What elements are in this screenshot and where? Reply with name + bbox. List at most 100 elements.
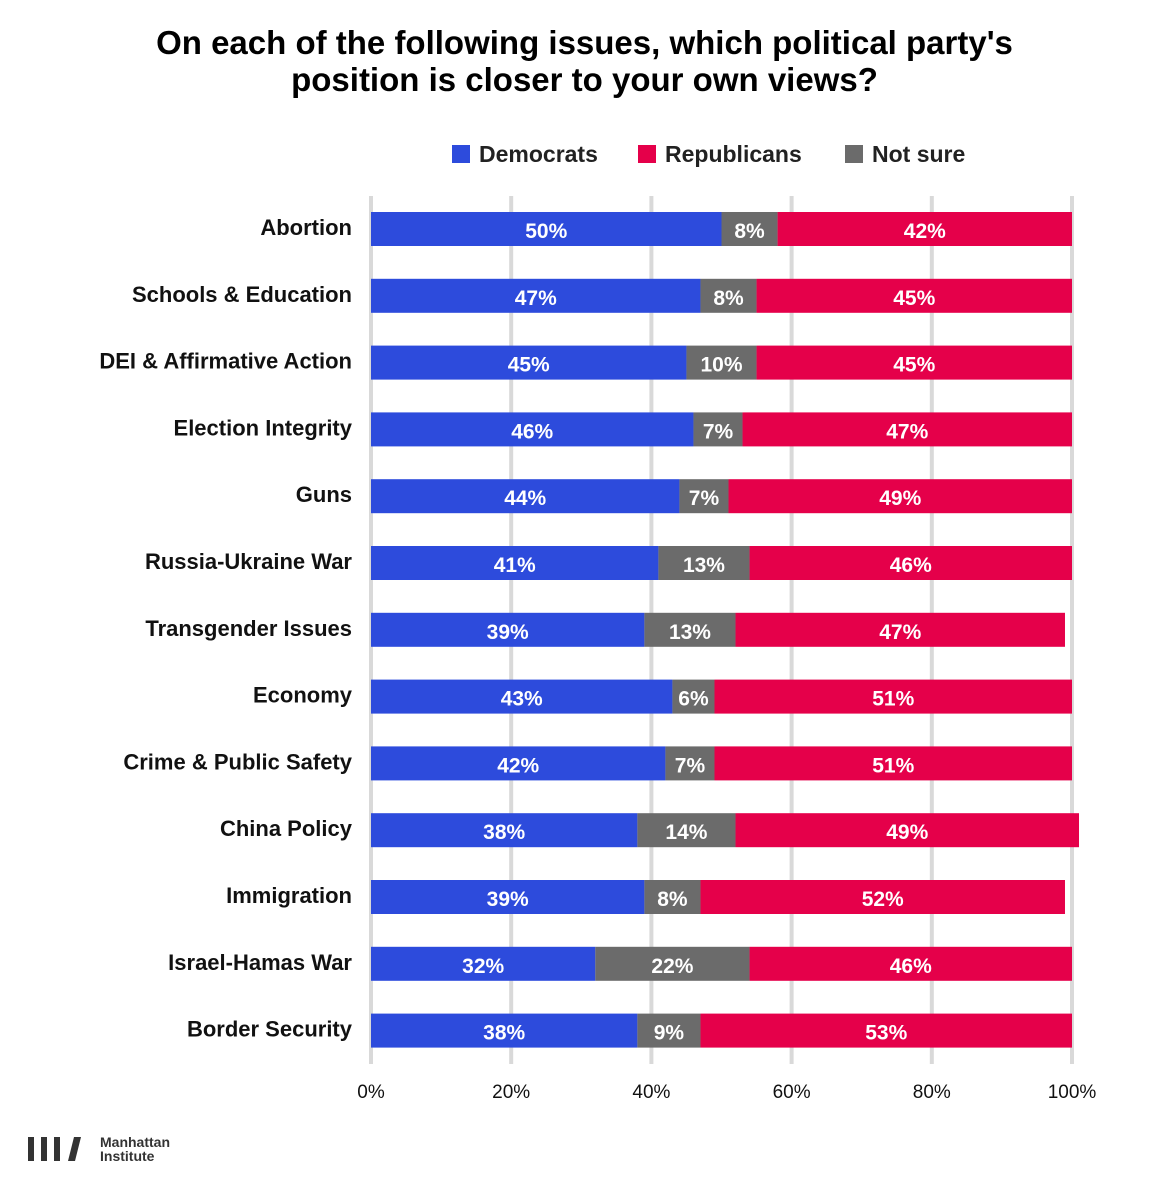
data-label: 42% [497, 754, 539, 777]
category-label: Israel-Hamas War [168, 950, 352, 975]
bar-republicans [749, 546, 1072, 580]
category-label: Election Integrity [174, 415, 353, 440]
data-label: 8% [713, 287, 744, 310]
bar-not-sure [637, 1013, 701, 1048]
bar-democrats [371, 679, 673, 714]
legend-label: Democrats [479, 141, 598, 167]
category-label: Transgender Issues [145, 616, 352, 641]
data-label: 47% [879, 621, 921, 644]
category-label: Crime & Public Safety [123, 749, 352, 774]
data-label: 39% [487, 621, 529, 644]
data-label: 8% [657, 888, 688, 911]
bar-not-sure [644, 612, 736, 647]
logo-line-2: Institute [100, 1148, 155, 1164]
legend-swatch [845, 145, 863, 163]
bar-democrats [371, 278, 701, 313]
bar-republicans [700, 880, 1065, 914]
bar-republicans [714, 746, 1072, 781]
data-label: 14% [665, 821, 707, 844]
data-label: 47% [886, 420, 928, 443]
data-label: 7% [689, 487, 720, 510]
bar-democrats [371, 1013, 638, 1048]
data-label: 50% [525, 220, 567, 243]
bar-not-sure [721, 212, 778, 246]
bar-democrats [371, 345, 687, 380]
logo-mark-icon [28, 1137, 81, 1161]
logo-line-1: Manhattan [100, 1134, 170, 1150]
x-tick-label: 100% [1048, 1082, 1097, 1103]
bar-not-sure [693, 412, 743, 447]
category-label: China Policy [220, 816, 353, 841]
data-label: 45% [893, 287, 935, 310]
bar-not-sure [700, 278, 757, 313]
data-label: 7% [675, 754, 706, 777]
bar-republicans [714, 679, 1072, 714]
category-label: Abortion [260, 215, 352, 240]
bar-republicans [777, 212, 1072, 246]
data-label: 44% [504, 487, 546, 510]
bar-democrats [371, 479, 680, 514]
legend-swatch [638, 145, 656, 163]
data-label: 46% [511, 420, 553, 443]
legend-label: Republicans [665, 141, 802, 167]
x-tick-label: 40% [632, 1082, 670, 1103]
bar-democrats [371, 412, 694, 447]
category-label: DEI & Affirmative Action [99, 349, 352, 374]
bar-republicans [749, 946, 1072, 981]
bar-republicans [700, 1013, 1072, 1048]
data-label: 10% [700, 354, 742, 377]
data-label: 45% [508, 354, 550, 377]
data-label: 45% [893, 354, 935, 377]
bar-not-sure [644, 880, 701, 914]
manhattan-institute-logo: Manhattan Institute [28, 1135, 170, 1163]
category-label: Guns [296, 482, 352, 507]
data-label: 49% [879, 487, 921, 510]
bar-not-sure [679, 479, 729, 514]
bar-republicans [756, 345, 1072, 380]
data-label: 9% [654, 1022, 685, 1045]
bar-republicans [735, 813, 1080, 848]
data-label: 51% [872, 688, 914, 711]
x-tick-label: 20% [492, 1082, 530, 1103]
x-tick-label: 60% [773, 1082, 811, 1103]
data-label: 13% [669, 621, 711, 644]
bar-republicans [728, 479, 1072, 514]
data-label: 49% [886, 821, 928, 844]
data-label: 43% [501, 688, 543, 711]
data-label: 7% [703, 420, 734, 443]
category-label: Immigration [226, 883, 352, 908]
data-label: 38% [483, 821, 525, 844]
data-label: 53% [865, 1022, 907, 1045]
data-label: 32% [462, 955, 504, 978]
bar-not-sure [595, 946, 750, 981]
category-label: Economy [253, 683, 353, 708]
data-label: 38% [483, 1022, 525, 1045]
gridline [1070, 196, 1074, 1064]
bar-republicans [756, 278, 1072, 313]
category-label: Russia-Ukraine War [145, 549, 352, 574]
bar-democrats [371, 212, 722, 246]
data-label: 46% [890, 554, 932, 577]
bar-democrats [371, 946, 596, 981]
bar-democrats [371, 813, 638, 848]
data-label: 39% [487, 888, 529, 911]
title-line-2: position is closer to your own views? [291, 61, 878, 98]
bar-not-sure [637, 813, 736, 848]
category-label: Schools & Education [132, 282, 352, 307]
bar-not-sure [686, 345, 757, 380]
data-label: 46% [890, 955, 932, 978]
data-label: 52% [862, 888, 904, 911]
bar-democrats [371, 546, 659, 580]
bar-democrats [371, 746, 666, 781]
bar-republicans [742, 412, 1072, 447]
data-label: 13% [683, 554, 725, 577]
data-label: 51% [872, 754, 914, 777]
x-tick-label: 80% [913, 1082, 951, 1103]
bar-democrats [371, 612, 645, 647]
bar-not-sure [665, 746, 715, 781]
bar-democrats [371, 880, 645, 914]
bar-republicans [735, 612, 1065, 647]
x-tick-label: 0% [357, 1082, 385, 1103]
